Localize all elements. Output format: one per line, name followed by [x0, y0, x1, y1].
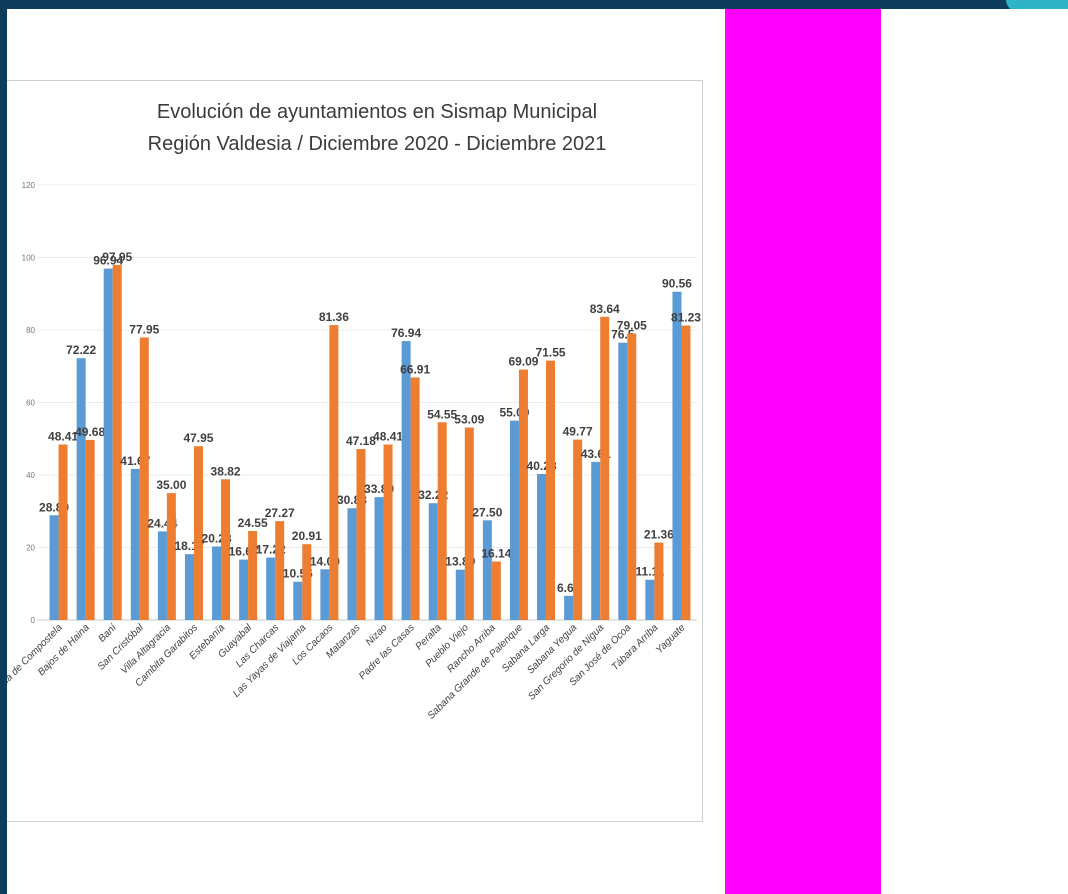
bar-series-1	[591, 461, 601, 620]
bar-series-1	[645, 579, 655, 620]
y-tick-label: 60	[26, 399, 35, 408]
y-tick-label: 20	[26, 544, 35, 553]
data-label: 16.14	[481, 546, 511, 560]
bar-series-2	[302, 544, 312, 620]
bar-series-1	[212, 546, 222, 620]
bar-series-2	[58, 444, 68, 620]
bar-series-2	[139, 337, 149, 620]
bar-series-2	[383, 444, 393, 620]
data-label: 83.64	[590, 302, 620, 316]
data-label: 35.00	[156, 478, 186, 492]
data-label: 81.36	[319, 310, 349, 324]
bar-series-1	[266, 557, 276, 620]
data-label: 47.95	[183, 431, 213, 445]
bar-series-2	[85, 439, 95, 620]
bar-series-1	[130, 468, 140, 620]
data-label: 77.95	[129, 322, 159, 336]
bar-series-1	[320, 569, 330, 620]
bar-series-1	[401, 341, 411, 620]
data-label: 76.94	[391, 326, 421, 340]
bar-series-2	[600, 316, 610, 620]
bar-series-2	[654, 542, 664, 620]
bar-series-2	[437, 422, 447, 620]
chart-title: Evolución de ayuntamientos en Sismap Mun…	[156, 101, 598, 123]
data-label: 48.41	[373, 430, 403, 444]
chart-subtitle: Región Valdesia / Diciembre 2020 - Dicie…	[147, 133, 607, 155]
data-label: 47.18	[346, 434, 376, 448]
data-label: 97.95	[102, 250, 132, 264]
data-label: 27.50	[472, 505, 502, 519]
data-label: 27.27	[265, 506, 295, 520]
bar-series-2	[166, 493, 176, 620]
data-label: 21.36	[644, 528, 674, 542]
data-label: 54.55	[427, 407, 457, 421]
bar-series-2	[329, 325, 339, 620]
bar-series-1	[374, 497, 384, 620]
bar-series-2	[221, 479, 231, 620]
data-label: 71.55	[536, 346, 566, 360]
data-label: 79.05	[617, 318, 647, 332]
bar-series-1	[157, 531, 167, 620]
bar-series-1	[672, 291, 682, 620]
data-label: 53.09	[454, 413, 484, 427]
bar-series-1	[428, 503, 438, 620]
bar-series-1	[509, 420, 519, 620]
magenta-panel	[725, 9, 881, 894]
chart-frame: Evolución de ayuntamientos en Sismap Mun…	[7, 80, 703, 822]
bar-series-2	[193, 446, 203, 620]
bar-series-1	[564, 595, 574, 620]
bar-series-2	[112, 264, 122, 620]
bar-series-1	[76, 358, 86, 620]
bar-series-1	[482, 520, 492, 620]
bar-series-1	[455, 569, 465, 620]
bar-series-1	[537, 473, 547, 620]
right-panel	[881, 9, 1068, 894]
bar-series-2	[681, 325, 691, 620]
y-tick-label: 40	[26, 471, 35, 480]
data-label: 24.55	[238, 516, 268, 530]
bar-series-2	[546, 360, 556, 620]
data-label: 48.41	[48, 430, 78, 444]
bar-series-1	[347, 508, 357, 620]
data-label: 66.91	[400, 362, 430, 376]
bar-series-2	[573, 439, 583, 620]
top-bar	[0, 0, 1068, 9]
bar-series-1	[184, 554, 194, 620]
data-label: 96.94	[93, 254, 123, 268]
y-tick-label: 0	[31, 616, 36, 625]
data-label: 69.09	[508, 355, 538, 369]
bar-series-1	[239, 559, 249, 620]
y-tick-label: 80	[26, 326, 35, 335]
bar-series-1	[293, 581, 303, 620]
data-label: 81.23	[671, 311, 701, 325]
y-tick-label: 100	[22, 254, 36, 263]
bar-series-2	[491, 561, 501, 620]
bar-series-2	[275, 521, 285, 620]
bar-series-2	[248, 531, 258, 620]
y-tick-label: 120	[22, 181, 36, 190]
data-label: 38.82	[211, 464, 241, 478]
bar-series-1	[49, 515, 59, 620]
data-label: 49.68	[75, 425, 105, 439]
data-label: 49.77	[563, 425, 593, 439]
bar-series-2	[410, 377, 420, 620]
left-bar	[0, 0, 7, 894]
x-tick-label: Baní	[97, 621, 120, 644]
x-tick-label: Yaguate	[654, 622, 688, 656]
bar-series-1	[103, 268, 113, 620]
data-label: 20.91	[292, 529, 322, 543]
bar-series-2	[464, 427, 474, 620]
data-label: 72.22	[66, 343, 96, 357]
data-label: 90.56	[662, 277, 692, 291]
bar-series-2	[627, 333, 637, 620]
bar-series-2	[356, 448, 366, 620]
bar-series-1	[618, 342, 628, 620]
bar-series-2	[518, 369, 528, 620]
